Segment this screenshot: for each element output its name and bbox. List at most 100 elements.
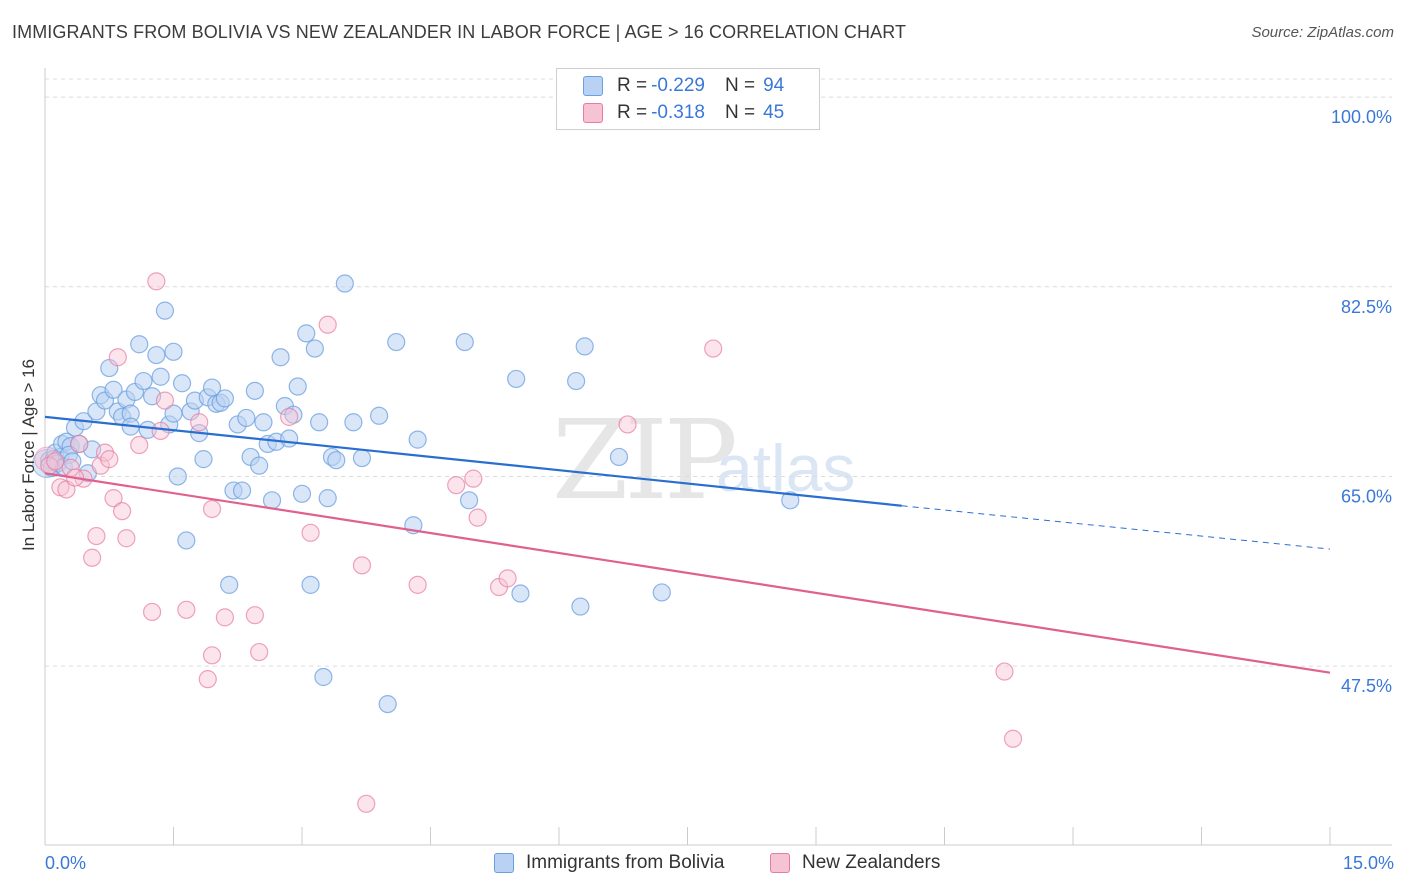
data-point <box>468 508 487 527</box>
data-point <box>147 272 166 291</box>
y-tick-label: 100.0% <box>1331 107 1392 127</box>
legend-swatch-blue <box>583 76 603 96</box>
data-point <box>1003 729 1023 748</box>
data-point <box>618 415 637 434</box>
data-point <box>142 602 162 622</box>
data-point <box>447 476 466 495</box>
data-point <box>215 608 234 627</box>
data-point <box>280 407 299 426</box>
bottom-legend-label: New Zealanders <box>802 852 941 873</box>
data-point <box>220 575 239 594</box>
data-point <box>112 502 132 521</box>
data-point <box>262 491 282 510</box>
data-point <box>370 406 389 425</box>
legend-row-bolivia: R = -0.229 N = 94 <box>583 73 784 99</box>
data-point <box>245 606 264 625</box>
bottom-legend-swatch-blue <box>494 853 514 873</box>
data-point <box>575 337 594 356</box>
y-tick-label: 47.5% <box>1341 676 1392 696</box>
legend-r-value: -0.318 <box>651 102 705 123</box>
data-point <box>498 569 517 588</box>
bottom-legend-swatch-pink <box>770 853 790 873</box>
data-point <box>104 489 123 508</box>
data-point <box>335 274 354 293</box>
data-point <box>318 489 337 508</box>
data-point <box>117 529 136 548</box>
data-point <box>318 315 337 334</box>
source-label: Source: ZipAtlas.com <box>1251 24 1394 41</box>
legend-r-label: R = <box>617 75 648 96</box>
y-tick-label: 65.0% <box>1341 486 1392 506</box>
data-point <box>130 435 149 455</box>
data-point <box>194 450 213 469</box>
series-new-zealanders <box>34 272 1023 813</box>
data-point <box>87 526 106 546</box>
data-point <box>198 670 217 689</box>
data-point <box>652 583 671 602</box>
data-point <box>250 642 269 662</box>
data-point <box>408 430 427 449</box>
data-point <box>232 481 252 500</box>
data-point <box>190 413 209 432</box>
data-point <box>305 339 324 358</box>
y-axis-title: In Labor Force | Age > 16 <box>19 358 38 552</box>
data-point <box>250 456 269 475</box>
legend-n-value: 94 <box>763 75 785 96</box>
data-point <box>280 429 299 448</box>
data-point <box>138 420 157 439</box>
data-point <box>288 377 307 396</box>
bottom-legend-new-zealanders: New Zealanders <box>770 852 940 874</box>
data-point <box>202 499 222 519</box>
data-point <box>310 413 329 432</box>
legend-n-label: N = <box>724 102 756 123</box>
trend-line-new-zealanders <box>44 472 1331 674</box>
data-point <box>357 794 376 813</box>
series-bolivia <box>32 274 800 714</box>
data-point <box>704 339 723 358</box>
legend-n-label: N = <box>724 75 756 96</box>
data-point <box>352 448 372 468</box>
data-point <box>387 332 406 352</box>
data-point <box>314 667 333 687</box>
data-point <box>567 371 586 391</box>
data-point <box>271 348 290 367</box>
data-point <box>70 434 89 454</box>
data-point <box>455 332 474 352</box>
bottom-legend-bolivia: Immigrants from Bolivia <box>494 852 725 874</box>
data-point <box>301 523 320 542</box>
data-point <box>352 556 372 575</box>
data-point <box>344 413 363 432</box>
data-point <box>301 575 320 594</box>
data-point <box>177 600 196 619</box>
x-tick-label: 0.0% <box>45 853 86 873</box>
data-point <box>511 584 530 603</box>
legend-swatch-pink <box>583 103 603 123</box>
data-point <box>292 484 312 503</box>
y-tick-label: 82.5% <box>1341 297 1392 317</box>
data-point <box>155 391 175 410</box>
data-point <box>83 548 102 567</box>
data-point <box>254 413 273 432</box>
correlation-legend: R = -0.229 N = 94 R = -0.318 N = 45 <box>556 68 820 130</box>
data-point <box>507 369 526 389</box>
chart-title: IMMIGRANTS FROM BOLIVIA VS NEW ZEALANDER… <box>12 22 907 42</box>
data-point <box>164 342 183 361</box>
data-point <box>571 597 590 616</box>
data-point <box>172 374 192 393</box>
data-point <box>245 381 264 400</box>
data-point <box>464 469 483 488</box>
data-point <box>104 380 123 399</box>
data-point <box>46 452 65 471</box>
legend-r-value: -0.229 <box>651 75 705 96</box>
legend-n-value: 45 <box>763 102 785 123</box>
data-point <box>408 575 427 594</box>
data-point <box>327 451 346 470</box>
data-point <box>177 531 196 550</box>
data-point <box>168 467 187 486</box>
data-point <box>237 408 256 428</box>
trend-line-bolivia-extension <box>901 505 1331 550</box>
legend-row-new-zealanders: R = -0.318 N = 45 <box>583 100 784 126</box>
bottom-legend-label: Immigrants from Bolivia <box>526 852 725 873</box>
data-point <box>108 348 127 367</box>
watermark-zip: ZIP <box>552 396 738 524</box>
